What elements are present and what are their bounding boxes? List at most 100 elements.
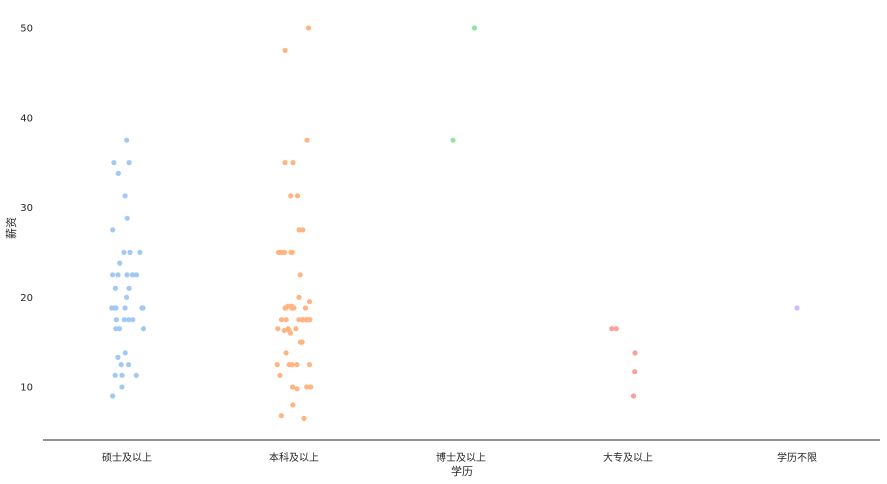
data-point xyxy=(139,305,146,311)
data-point xyxy=(613,326,619,332)
data-point xyxy=(305,25,312,31)
y-tick-label: 50 xyxy=(20,24,33,35)
data-point xyxy=(111,160,117,166)
data-point xyxy=(293,326,299,332)
data-point xyxy=(121,317,127,323)
data-point xyxy=(119,372,125,378)
data-point xyxy=(115,354,121,360)
data-point xyxy=(282,160,288,166)
data-point xyxy=(113,317,119,323)
data-point xyxy=(299,317,305,323)
data-point xyxy=(306,362,313,368)
data-point xyxy=(289,384,296,390)
y-tick-label: 10 xyxy=(20,383,33,394)
data-point xyxy=(294,362,300,368)
data-point xyxy=(289,362,295,368)
data-point xyxy=(304,384,310,390)
data-point xyxy=(294,193,301,199)
data-point xyxy=(122,305,128,311)
data-point xyxy=(126,285,132,291)
y-axis-ticks: 10 20 30 40 50 xyxy=(20,24,33,394)
data-point xyxy=(282,305,288,311)
data-point xyxy=(122,193,128,199)
y-tick-label: 40 xyxy=(20,113,33,124)
data-point xyxy=(112,285,118,291)
data-point xyxy=(278,317,285,323)
data-point xyxy=(609,326,615,332)
data-point xyxy=(115,170,121,176)
data-point xyxy=(297,272,303,278)
data-point xyxy=(116,326,123,332)
data-point xyxy=(113,326,119,332)
data-point xyxy=(301,415,307,421)
data-point xyxy=(124,294,130,300)
data-point xyxy=(122,350,128,356)
data-point xyxy=(117,260,123,266)
data-point xyxy=(278,413,284,419)
data-point xyxy=(283,350,289,356)
x-axis-ticks: 硕士及以上 本科及以上 博士及以上 大专及以上 学历不限 xyxy=(102,451,817,464)
data-point xyxy=(127,249,133,255)
data-point xyxy=(276,249,282,255)
data-point xyxy=(133,372,139,378)
data-point xyxy=(124,215,130,221)
data-point xyxy=(306,299,313,305)
data-point xyxy=(124,137,130,143)
data-point xyxy=(110,393,116,399)
data-point xyxy=(290,402,296,408)
data-point xyxy=(274,362,280,368)
x-tick-label: 硕士及以上 xyxy=(102,451,152,464)
data-point xyxy=(471,25,478,31)
data-point xyxy=(296,317,302,323)
data-point xyxy=(300,227,306,233)
data-point xyxy=(299,339,305,345)
data-point xyxy=(283,317,289,323)
data-point xyxy=(308,384,314,390)
data-point xyxy=(111,305,117,311)
data-point xyxy=(302,305,309,311)
data-point xyxy=(281,327,287,334)
data-point xyxy=(290,160,296,166)
data-point xyxy=(450,137,456,143)
data-point xyxy=(632,369,638,375)
y-tick-label: 30 xyxy=(20,203,33,214)
data-point xyxy=(304,137,310,143)
y-axis-label: 薪资 xyxy=(5,217,18,239)
x-axis-label: 学历 xyxy=(451,464,473,478)
x-tick-label: 本科及以上 xyxy=(269,451,319,464)
data-point xyxy=(294,386,300,392)
data-point xyxy=(275,326,281,332)
data-point xyxy=(124,272,130,278)
data-point xyxy=(630,393,637,399)
data-point xyxy=(303,317,309,323)
data-point xyxy=(118,362,124,368)
data-point xyxy=(287,330,293,336)
data-point xyxy=(130,317,136,323)
data-point xyxy=(794,305,800,311)
data-point xyxy=(296,227,302,233)
data-point xyxy=(140,326,147,332)
data-point xyxy=(110,272,116,278)
data-point xyxy=(288,193,294,199)
x-tick-label: 学历不限 xyxy=(777,451,817,464)
data-point xyxy=(121,249,127,255)
data-point xyxy=(130,272,136,278)
data-point xyxy=(110,227,116,233)
data-point xyxy=(126,362,132,368)
y-tick-label: 20 xyxy=(20,293,33,304)
data-point xyxy=(137,249,143,255)
data-point xyxy=(288,249,294,255)
data-point xyxy=(282,249,288,255)
data-point xyxy=(289,305,295,311)
data-point xyxy=(134,272,140,278)
data-point xyxy=(282,47,288,54)
data-point xyxy=(115,272,121,278)
x-tick-label: 大专及以上 xyxy=(603,451,653,464)
data-point xyxy=(632,350,638,356)
data-point xyxy=(126,317,132,323)
data-points xyxy=(109,25,800,421)
data-point xyxy=(277,372,283,378)
data-point xyxy=(112,372,118,378)
data-point xyxy=(296,294,302,300)
